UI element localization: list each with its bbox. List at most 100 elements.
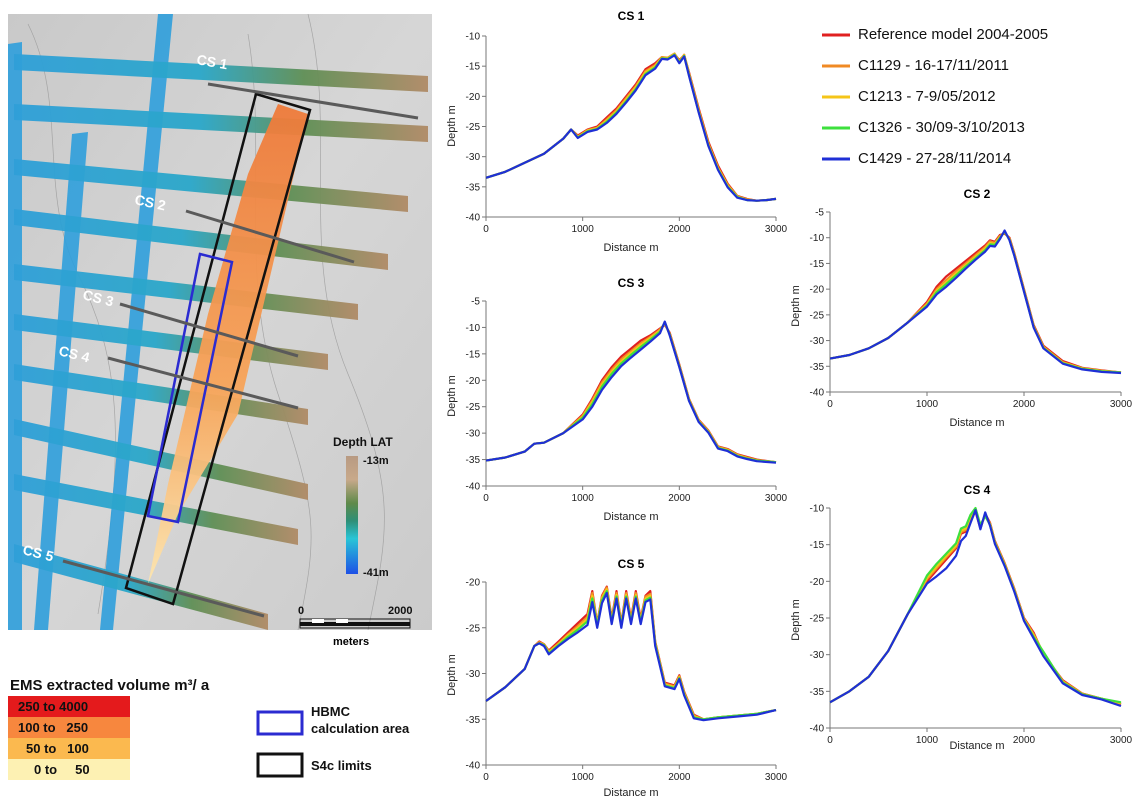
x-tick-label: 0 <box>483 224 489 235</box>
plot-area-group: -10-15-20-25-30-35-400 1000 2000 3000-5-10-… <box>466 32 1133 784</box>
series-line-1 <box>485 322 777 464</box>
y-tick-label: -5 <box>815 208 824 219</box>
series-line-0 <box>829 510 1122 706</box>
series-line-2 <box>829 507 1122 705</box>
hbmc-legend-label-line1: HBMC <box>311 704 351 719</box>
ylabel-cs2: Depth m <box>790 285 802 327</box>
x-tick-label: 0 <box>483 493 489 504</box>
ems-swatch-2 <box>8 738 130 759</box>
x-tick-label: 0 <box>827 399 833 410</box>
y-tick-label: -25 <box>810 310 825 321</box>
transect-label-cs2: CS 2 <box>133 191 167 213</box>
transect-label-cs5: CS 5 <box>21 541 55 564</box>
ems-volume-legend: EMS extracted volume m³/ a 250 to 4000 1… <box>8 677 210 780</box>
chart-cs4: -10 -15 -20 -25 -30 -35 -400 1000 2000 3000 <box>810 504 1133 747</box>
x-tick-label: 3000 <box>765 772 788 783</box>
x-tick-label: 1000 <box>916 735 939 746</box>
series-line-4 <box>485 54 777 202</box>
ylabel-cs5: Depth m <box>446 654 458 696</box>
y-tick-label: -20 <box>810 577 825 588</box>
x-tick-label: 3000 <box>765 224 788 235</box>
xlabel-cs2: Distance m <box>949 417 1004 429</box>
y-tick-label: -40 <box>810 724 825 735</box>
y-tick-label: -15 <box>810 259 825 270</box>
hbmc-legend-swatch <box>256 710 304 736</box>
chart-title-cs1: CS 1 <box>618 9 645 23</box>
ems-swatch-3 <box>8 759 130 780</box>
y-tick-label: -15 <box>810 540 825 551</box>
ems-class-label-0: 250 to 4000 <box>18 699 88 714</box>
series-line-1 <box>829 509 1122 705</box>
y-tick-label: -25 <box>466 402 481 413</box>
x-tick-label: 3000 <box>765 493 788 504</box>
x-tick-label: 0 <box>827 735 833 746</box>
series-line-2 <box>485 588 777 721</box>
y-tick-label: -35 <box>810 362 825 373</box>
y-tick-label: -20 <box>466 578 481 589</box>
xlabel-cs5: Distance m <box>603 787 658 799</box>
y-tick-label: -10 <box>466 32 481 43</box>
scale-bar-start-label: 0 <box>298 605 304 617</box>
series-line-2 <box>485 52 777 202</box>
s4c-legend-swatch <box>256 752 304 778</box>
series-line-4 <box>829 229 1122 375</box>
y-tick-label: -30 <box>810 336 825 347</box>
x-tick-label: 3000 <box>1110 735 1133 746</box>
transect-label-cs1: CS 1 <box>195 51 229 72</box>
y-tick-label: -30 <box>810 650 825 661</box>
chart-title-cs2: CS 2 <box>964 187 991 201</box>
x-tick-label: 1000 <box>572 772 595 783</box>
y-tick-label: -10 <box>810 504 825 515</box>
y-tick-label: -30 <box>466 152 481 163</box>
chart-title-cs4: CS 4 <box>964 483 991 497</box>
series-line-3 <box>485 321 777 464</box>
legend-label-2: C1213 - 7-9/05/2012 <box>858 88 996 105</box>
legend-label-3: C1326 - 30/09-3/10/2013 <box>858 119 1025 136</box>
y-tick-label: -15 <box>466 349 481 360</box>
depth-colorbar-bottom-label: -41m <box>363 567 389 579</box>
x-tick-label: 2000 <box>668 772 691 783</box>
series-line-0 <box>485 323 777 464</box>
chart-cs2: -5 -10 -15 -20 -25 -30 -35 -400 1000 2000 3000 <box>810 208 1133 411</box>
y-tick-label: -25 <box>810 614 825 625</box>
series-line-0 <box>485 585 777 721</box>
y-tick-label: -15 <box>466 62 481 73</box>
x-tick-label: 2000 <box>668 493 691 504</box>
legend-label-4: C1429 - 27-28/11/2014 <box>858 150 1011 167</box>
y-tick-label: -30 <box>466 429 481 440</box>
chart-title-cs3: CS 3 <box>618 276 645 290</box>
ems-swatch-1 <box>8 717 130 738</box>
ems-class-label-1: 100 to 250 <box>18 720 88 735</box>
y-tick-label: -40 <box>466 761 481 772</box>
y-tick-label: -10 <box>466 323 481 334</box>
ems-class-label-2: 50 to 100 <box>26 741 89 756</box>
x-tick-label: 2000 <box>668 224 691 235</box>
x-tick-label: 1000 <box>572 493 595 504</box>
ylabel-cs4: Depth m <box>790 599 802 641</box>
x-tick-label: 2000 <box>1013 399 1036 410</box>
series-line-4 <box>829 509 1122 708</box>
y-tick-label: -40 <box>466 482 481 493</box>
y-tick-label: -5 <box>471 297 480 308</box>
depth-colorbar-top-label: -13m <box>363 455 389 467</box>
chart-cs5: -20 -25 -30 -35 -400 1000 2000 3000 <box>466 578 788 784</box>
y-tick-label: -40 <box>466 213 481 224</box>
scale-bar-unit-label: meters <box>333 636 370 648</box>
chart-cs3: -5 -10 -15 -20 -25 -30 -35 -400 1000 2000 3000 <box>466 297 788 505</box>
y-tick-label: -30 <box>466 669 481 680</box>
transect-label-cs4: CS 4 <box>57 342 91 365</box>
series-line-4 <box>485 320 777 464</box>
xlabel-cs3: Distance m <box>603 511 658 523</box>
y-tick-label: -20 <box>466 92 481 103</box>
depth-colorbar <box>346 456 358 574</box>
transect-label-cs3: CS 3 <box>81 286 115 309</box>
scale-bar-end-label: 2000 <box>388 605 412 617</box>
series-line-3 <box>485 53 777 202</box>
chart-cs1: -10 -15 -20 -25 -30 -35 -400 1000 2000 3000 <box>466 32 788 236</box>
ylabel-cs1: Depth m <box>446 105 458 147</box>
hbmc-legend-label-line2: calculation area <box>311 721 410 736</box>
scale-bar <box>299 618 411 629</box>
series-line-2 <box>485 322 777 464</box>
series-line-0 <box>485 52 777 202</box>
